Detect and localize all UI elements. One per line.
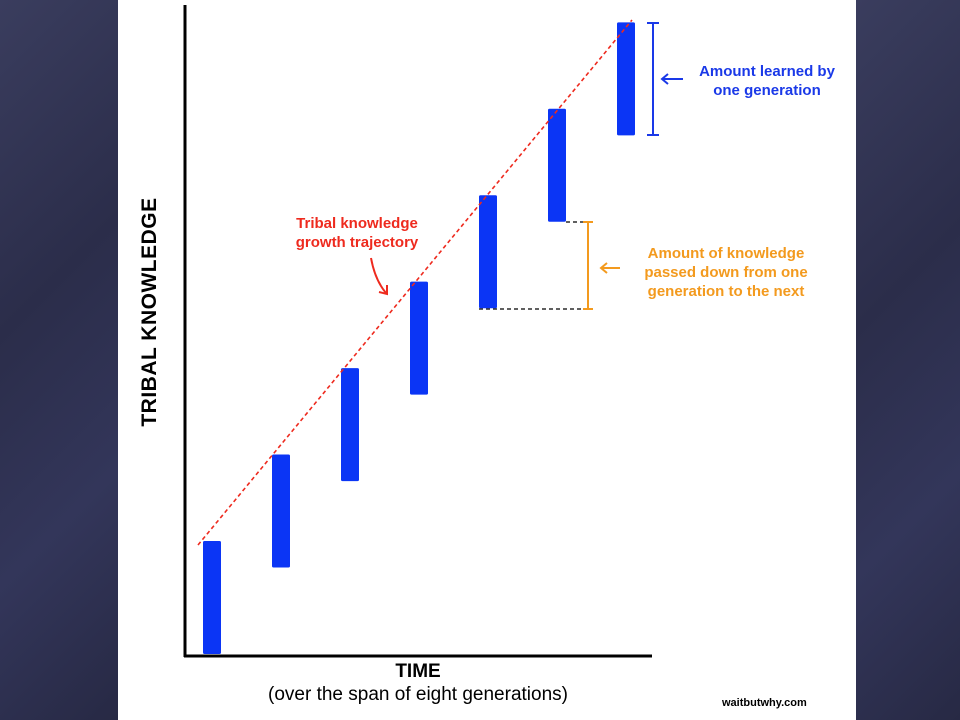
generation-bar-2 bbox=[272, 454, 290, 568]
generation-bar-4 bbox=[410, 281, 428, 395]
trajectory-line bbox=[197, 19, 633, 546]
trajectory-arrow-icon bbox=[370, 257, 388, 296]
source-credit: waitbutwhy.com bbox=[722, 697, 807, 709]
learned-annotation-line1: Amount learned by bbox=[699, 63, 835, 80]
generation-bar-6 bbox=[548, 108, 566, 222]
background-right bbox=[856, 0, 960, 720]
learned-bracket bbox=[647, 22, 659, 136]
slide bbox=[118, 0, 856, 720]
learned-arrow-icon bbox=[660, 73, 683, 85]
passed-down-annotation-line3: generation to the next bbox=[647, 283, 805, 300]
generation-bar-1 bbox=[203, 541, 221, 654]
passed-down-bracket bbox=[583, 221, 593, 310]
generation-bars bbox=[203, 22, 635, 654]
y-axis-label: TRIBAL KNOWLEDGE bbox=[138, 197, 161, 427]
generation-bar-3 bbox=[341, 368, 359, 482]
passed-down-annotation-line1: Amount of knowledge bbox=[647, 245, 805, 262]
passed-down-arrow-icon bbox=[599, 262, 620, 274]
trajectory-annotation-line2: growth trajectory bbox=[295, 234, 419, 251]
trajectory-annotation-line1: Tribal knowledge bbox=[296, 215, 418, 232]
learned-annotation: Amount learned by one generation bbox=[692, 62, 842, 100]
passed-down-annotation-line2: passed down from one bbox=[644, 264, 808, 281]
background-left bbox=[0, 0, 118, 720]
trajectory-annotation: Tribal knowledge growth trajectory bbox=[284, 214, 430, 252]
learned-annotation-line2: one generation bbox=[713, 82, 821, 99]
generation-bar-5 bbox=[479, 195, 497, 309]
passed-down-annotation: Amount of knowledge passed down from one… bbox=[628, 244, 824, 301]
generation-bar-7 bbox=[617, 22, 635, 136]
